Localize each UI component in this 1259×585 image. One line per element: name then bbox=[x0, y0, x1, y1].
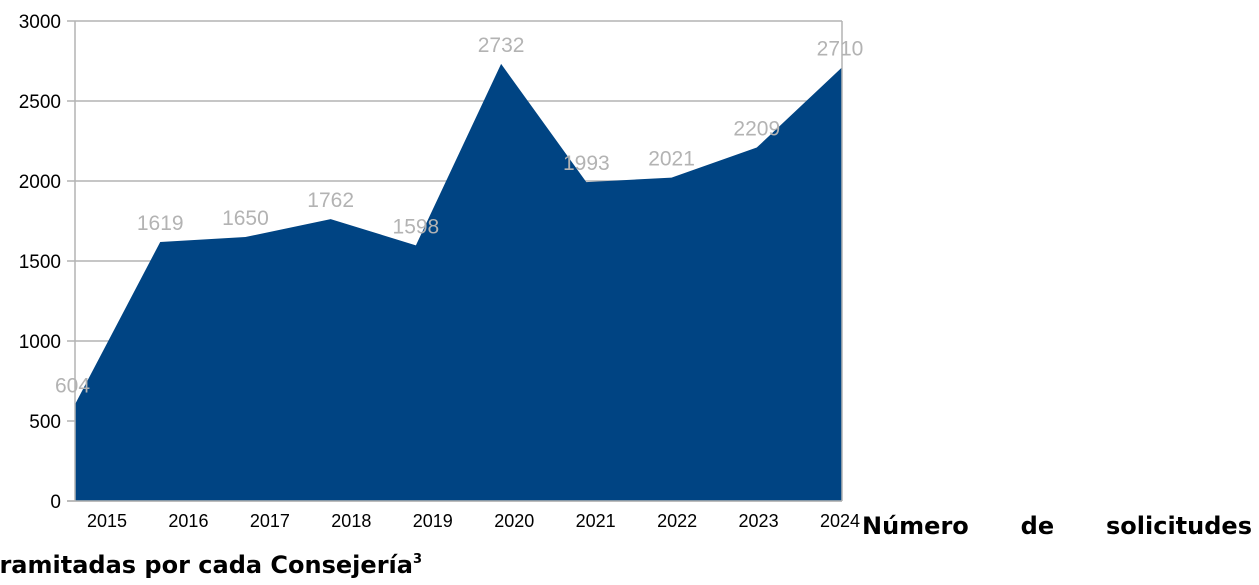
caption-word-1: Número bbox=[862, 512, 969, 540]
series-area bbox=[75, 63, 842, 501]
data-label-2018: 1762 bbox=[307, 189, 354, 212]
y-tick-label-0: 0 bbox=[50, 492, 61, 513]
footnote-mark: 3 bbox=[412, 552, 422, 567]
data-label-2022: 2021 bbox=[648, 148, 695, 171]
data-label-2020: 2732 bbox=[478, 34, 525, 57]
x-tick-label-2018: 2018 bbox=[331, 511, 371, 531]
data-label-2016: 1619 bbox=[137, 212, 184, 235]
x-tick-label-2022: 2022 bbox=[657, 511, 697, 531]
series-area-group bbox=[75, 63, 842, 501]
y-tick-label-2500: 2500 bbox=[19, 92, 61, 113]
data-labels: 604 1619 1650 1762 1598 2732 1993 2021 2209 2710 bbox=[55, 34, 863, 397]
y-tick-label-500: 500 bbox=[29, 412, 61, 433]
data-label-2015: 604 bbox=[55, 374, 90, 397]
caption-word-2: de bbox=[1020, 512, 1055, 540]
data-label-2021: 1993 bbox=[563, 152, 610, 175]
x-tick-label-2024: 2024 bbox=[820, 511, 860, 531]
x-tick-label-2023: 2023 bbox=[739, 511, 779, 531]
data-label-2024: 2710 bbox=[817, 37, 864, 60]
x-tick-label-2019: 2019 bbox=[413, 511, 453, 531]
data-label-2023: 2209 bbox=[733, 118, 780, 141]
data-label-2019: 1598 bbox=[393, 215, 440, 238]
x-tick-label-2020: 2020 bbox=[494, 511, 534, 531]
caption-word-3: solicitudes bbox=[1106, 512, 1252, 540]
caption-text-line-2: tramitadas por cada Consejería bbox=[0, 551, 413, 579]
caption-line-2: tramitadas por cada Consejería3 bbox=[0, 551, 422, 579]
x-tick-label-2016: 2016 bbox=[168, 511, 208, 531]
x-tick-label-2021: 2021 bbox=[576, 511, 616, 531]
y-tick-label-1000: 1000 bbox=[19, 332, 61, 353]
y-axis-ticks: 0 500 1000 1500 2000 2500 3000 bbox=[19, 12, 61, 513]
x-tick-label-2015: 2015 bbox=[87, 511, 127, 531]
x-axis-ticks: 2015 2016 2017 2018 2019 2020 2021 2022 2023 2024 bbox=[87, 511, 860, 531]
y-tick-label-3000: 3000 bbox=[19, 12, 61, 33]
y-tick-label-1500: 1500 bbox=[19, 252, 61, 273]
y-tick-label-2000: 2000 bbox=[19, 172, 61, 193]
caption-line-1: Número de solicitudes bbox=[862, 512, 1252, 540]
x-tick-label-2017: 2017 bbox=[250, 511, 290, 531]
plot-frame bbox=[67, 21, 843, 502]
data-label-2017: 1650 bbox=[222, 207, 269, 230]
